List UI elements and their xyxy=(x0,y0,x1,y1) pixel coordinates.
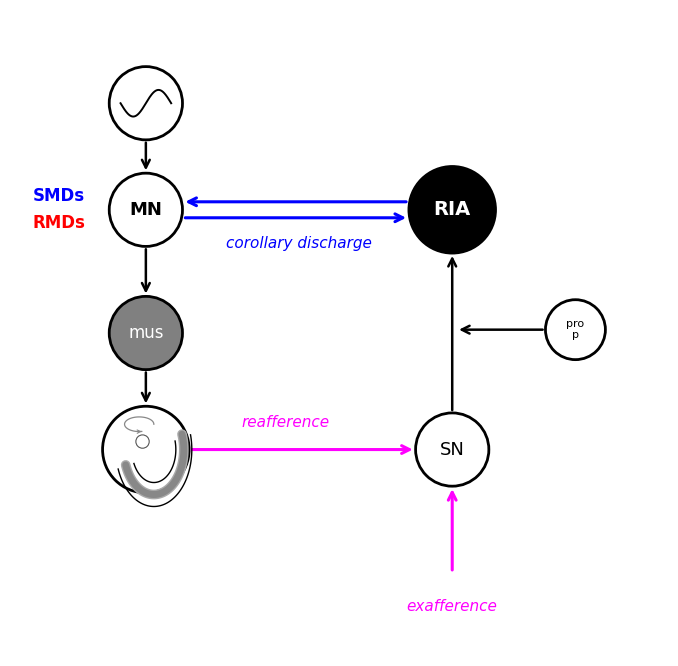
Text: exafference: exafference xyxy=(407,599,498,615)
Text: MN: MN xyxy=(129,200,162,219)
Circle shape xyxy=(546,300,605,360)
Text: reafference: reafference xyxy=(241,416,330,430)
Text: mus: mus xyxy=(128,324,163,342)
Circle shape xyxy=(409,166,496,253)
Circle shape xyxy=(416,413,489,486)
Text: SN: SN xyxy=(440,440,464,459)
Text: corollary discharge: corollary discharge xyxy=(226,236,372,250)
Circle shape xyxy=(109,67,182,140)
Text: RMDs: RMDs xyxy=(33,214,85,232)
Text: pro
p: pro p xyxy=(566,319,584,340)
Circle shape xyxy=(102,406,189,493)
Circle shape xyxy=(109,296,182,370)
Circle shape xyxy=(109,173,182,246)
Circle shape xyxy=(136,435,149,448)
Text: SMDs: SMDs xyxy=(33,187,85,206)
Text: RIA: RIA xyxy=(434,200,471,219)
